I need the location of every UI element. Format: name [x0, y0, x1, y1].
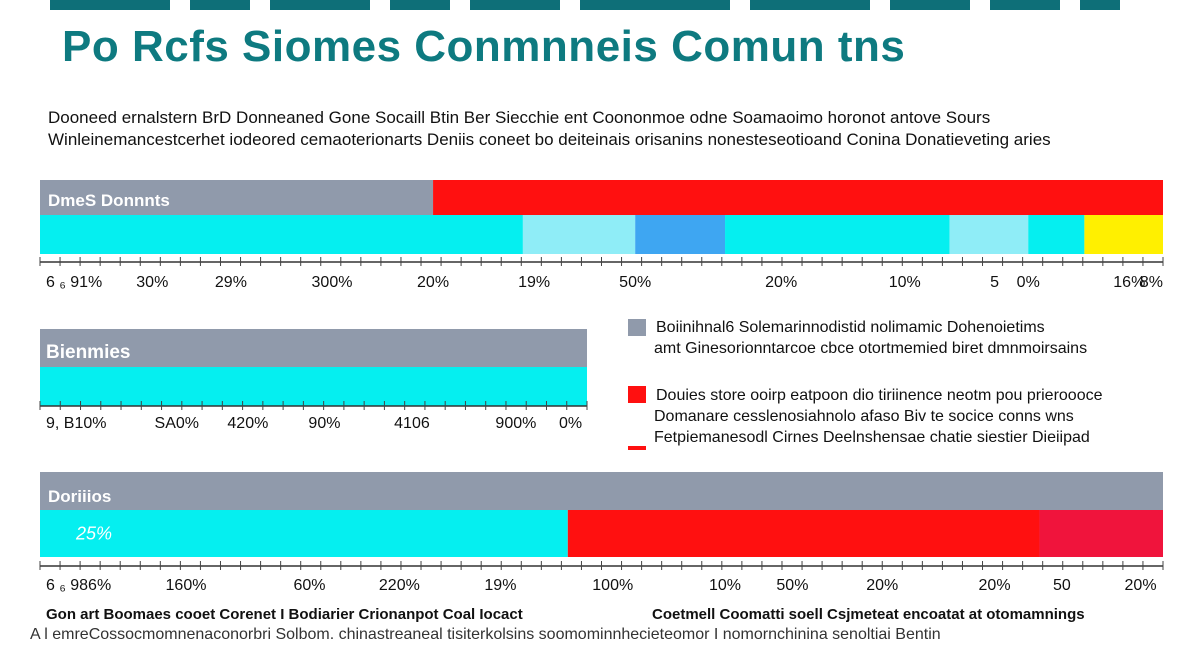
panel-3-tick-label-12: 20%: [1125, 577, 1157, 594]
legend-2-line-3: Fetpiemanesodl Cirnes Deelnshensae chati…: [654, 429, 1090, 446]
panel-3-bar-segment-1: [40, 510, 568, 557]
panel-1-tick-label-2: 30%: [136, 274, 168, 291]
panel-1-header-segment-1: [40, 180, 434, 215]
panel-3-tick-label-11: 50: [1053, 577, 1071, 594]
panel-1-tick-label-8: 20%: [765, 274, 797, 291]
panel-1-tick-label-4: 300%: [312, 274, 353, 291]
panel-2-tick-label-7: 0%: [559, 415, 582, 432]
panel-3-bar-segment-3: [1039, 510, 1163, 557]
panel-2-tick-label-1: 9, B10%: [46, 415, 106, 432]
footer-caption: A l emreCossocmomnenaconorbri Solbom. ch…: [30, 626, 941, 643]
panel-3-bar-segment-2: [567, 510, 1040, 557]
panel-1-tick-label-10: 5: [990, 274, 999, 291]
panel-1-bar-segment-1: [40, 215, 523, 254]
panel-1-tick-label-3: 29%: [215, 274, 247, 291]
panel-1-tick-label-11: 0%: [1017, 274, 1040, 291]
panel-2-label: Bienmies: [46, 342, 130, 363]
panel-2-tick-label-2: SA0%: [155, 415, 199, 432]
legend-2-line-2: Domanare cesslenosiahnolo afaso Biv te s…: [654, 408, 1074, 425]
panel-3-tick-label-3: 60%: [294, 577, 326, 594]
panel-2-tick-label-4: 90%: [308, 415, 340, 432]
panel-1-header-segment-2: [433, 180, 1163, 215]
legend-swatch-1: [628, 319, 646, 336]
panel-1-bar-segment-4: [725, 215, 950, 254]
panel-2-bar-segment-1: [40, 367, 587, 406]
panel-3-tick-label-6: 100%: [592, 577, 633, 594]
panel-3-segment-1-label: 25%: [75, 524, 112, 544]
panel-3-tick-label-2: 160%: [166, 577, 207, 594]
panel-2-tick-label-5: 4106: [394, 415, 430, 432]
panel-1-tick-label-9: 10%: [889, 274, 921, 291]
panel-1-label: DmeS Donnnts: [48, 191, 170, 210]
panel-3-tick-label-7: 10%: [709, 577, 741, 594]
subtitle-line-2: Winleinemancestcerhet iodeored cemaoteri…: [48, 130, 1051, 149]
panel-3-tick-label-8: 50%: [776, 577, 808, 594]
panel-1-tick-label-1: 6 ₆ 91%: [46, 274, 102, 291]
panel-2-tick-label-6: 900%: [495, 415, 536, 432]
panel-1-tick-label-7: 50%: [619, 274, 651, 291]
top-banner-strip: [40, 0, 1120, 10]
panel-3-header-segment-1: [40, 472, 1163, 510]
panel-1-bar-segment-3: [635, 215, 726, 254]
panel-1-bar-segment-5: [949, 215, 1029, 254]
panel-1-tick-label-6: 19%: [518, 274, 550, 291]
panel-3-tick-label-5: 19%: [484, 577, 516, 594]
legend-1-line-1: Boiinihnal6 Solemarinnodistid nolimamic …: [656, 319, 1045, 336]
legend-1-line-2: amt Ginesorionntarcoe cbce otortmemied b…: [654, 340, 1087, 357]
panel-3-tick-label-4: 220%: [379, 577, 420, 594]
subtitle-line-1: Dooneed ernalstern BrD Donneaned Gone So…: [48, 108, 991, 127]
footer-note-right: Coetmell Coomatti soell Csjmeteat encoat…: [652, 606, 1085, 623]
legend-swatch-2: [628, 386, 646, 403]
panel-1-tick-label-5: 20%: [417, 274, 449, 291]
panel-3-tick-label-1: 6 ₆ 986%: [46, 577, 111, 594]
panel-1-tick-label-13: 8%: [1140, 274, 1163, 291]
panel-1-bar-segment-2: [522, 215, 636, 254]
footer-note-left: Gon art Boomaes cooet Corenet I Bodiarie…: [46, 606, 523, 623]
chart-title: Po Rcfs Siomes Conmnneis Comun tns: [62, 22, 906, 71]
panel-3-tick-label-9: 20%: [866, 577, 898, 594]
panel-3-tick-label-10: 20%: [979, 577, 1011, 594]
panel-2-tick-label-3: 420%: [227, 415, 268, 432]
panel-1-tick-label-12: 16%: [1113, 274, 1145, 291]
legend-2-line-1: Douies store ooirp eatpoon dio tiriinenc…: [656, 387, 1103, 404]
panel-1-bar-segment-7: [1084, 215, 1163, 254]
panel-3-label: Doriiios: [48, 487, 111, 506]
panel-1-bar-segment-6: [1028, 215, 1085, 254]
panel-2-header-segment-1: [40, 329, 587, 367]
